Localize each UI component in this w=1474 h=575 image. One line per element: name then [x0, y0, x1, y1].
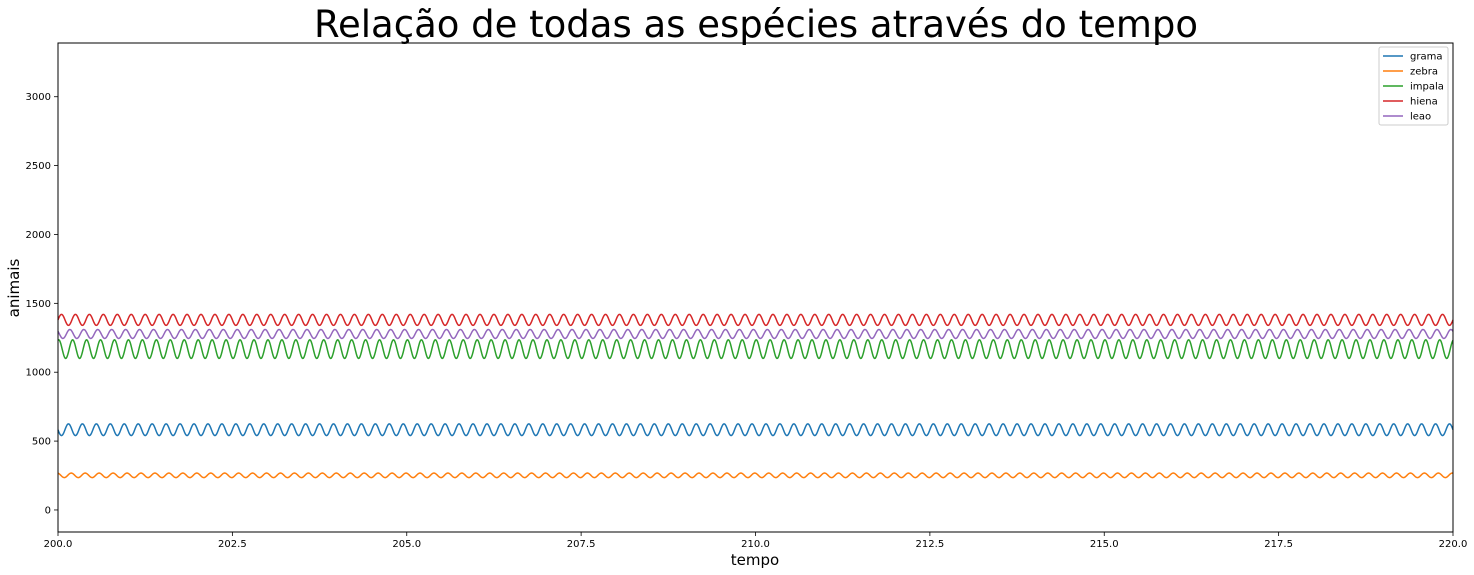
x-tick-label: 202.5 — [218, 539, 247, 550]
legend-label-leao: leao — [1410, 112, 1431, 123]
y-tick-label: 2000 — [26, 230, 51, 241]
legend-label-hiena: hiena — [1410, 97, 1438, 108]
y-tick-label: 1500 — [26, 299, 51, 310]
series-line-leao — [57, 328, 1454, 340]
y-tick-label: 1000 — [26, 368, 51, 379]
series-line-grama — [57, 423, 1454, 437]
chart-title: Relação de todas as espécies através do … — [314, 3, 1198, 46]
y-axis-label: animais — [5, 258, 23, 317]
x-axis-label: tempo — [731, 551, 779, 569]
series-line-zebra — [57, 472, 1454, 479]
y-tick-label: 3000 — [26, 92, 51, 103]
x-tick-label: 217.5 — [1264, 539, 1293, 550]
legend-label-zebra: zebra — [1410, 67, 1438, 78]
x-tick-label: 210.0 — [741, 539, 770, 550]
series-line-impala — [57, 339, 1454, 360]
x-tick-label: 220.0 — [1439, 539, 1468, 550]
x-tick-label: 215.0 — [1090, 539, 1119, 550]
plot-frame — [57, 42, 1454, 533]
y-tick-label: 500 — [32, 437, 51, 448]
series-line-hiena — [57, 313, 1454, 327]
x-tick-label: 207.5 — [567, 539, 596, 550]
legend-label-impala: impala — [1410, 82, 1444, 93]
legend: grama zebra impala hiena leao — [1378, 46, 1449, 126]
x-tick-label: 200.0 — [44, 539, 73, 550]
x-axis: 200.0 202.5 205.0 207.5 210.0 212.5 215.0 217.5… — [44, 532, 1468, 550]
y-axis: 0 500 1000 1500 2000 2500 3000 — [26, 92, 58, 516]
y-tick-label: 0 — [45, 505, 51, 516]
y-tick-label: 2500 — [26, 161, 51, 172]
legend-frame — [1378, 46, 1449, 126]
x-tick-label: 205.0 — [392, 539, 421, 550]
legend-label-grama: grama — [1410, 52, 1442, 63]
series-layer — [57, 313, 1454, 479]
x-tick-label: 212.5 — [916, 539, 945, 550]
